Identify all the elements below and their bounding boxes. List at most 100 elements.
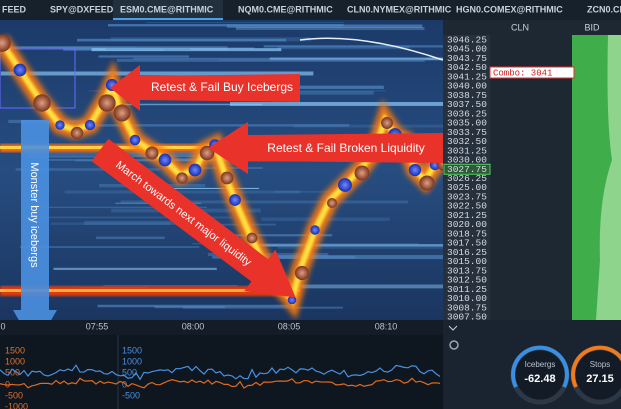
- iceberg: [145, 146, 159, 160]
- heat-streak: [235, 26, 425, 31]
- heat-streak: [53, 267, 217, 270]
- heat-streak: [146, 187, 260, 190]
- iceberg: [176, 172, 188, 184]
- time-label: 08:10: [375, 321, 398, 331]
- annotation: Retest & Fail Broken Liquidity: [267, 141, 424, 155]
- heat-streak: [84, 220, 196, 225]
- heat-streak: [20, 246, 200, 248]
- active-tab[interactable]: [113, 0, 223, 20]
- price-label: 3021.25: [447, 210, 487, 221]
- heat-streak: [117, 58, 425, 62]
- time-label: 0: [0, 321, 5, 331]
- column-header: BID: [584, 22, 600, 32]
- heat-streak: [182, 306, 343, 309]
- annotation: Monster buy icebergs: [28, 162, 40, 268]
- iceberg: [129, 134, 141, 146]
- heat-streak: [274, 255, 498, 260]
- tab-label[interactable]: SPY@DXFEED: [50, 4, 114, 14]
- price-label: 3010.00: [447, 293, 487, 304]
- iceberg: [229, 194, 241, 206]
- active-tab-indicator: [113, 18, 223, 20]
- iceberg: [381, 117, 393, 129]
- iceberg: [70, 126, 84, 140]
- iceberg: [338, 178, 352, 192]
- combo-box: [489, 66, 575, 79]
- price-label: 3030.00: [447, 155, 487, 166]
- iceberg: [158, 153, 172, 167]
- tab-label[interactable]: ESM0.CME@RITHMIC: [120, 4, 214, 14]
- tab-label[interactable]: NQM0.CME@RITHMIC: [238, 4, 333, 14]
- arrow: [91, 138, 296, 298]
- price-label: 3015.00: [447, 256, 487, 267]
- indicator-line: [0, 377, 441, 389]
- heat-streak: [50, 222, 171, 225]
- price-label: 3027.75: [447, 164, 487, 175]
- heat-streak: [0, 71, 314, 76]
- indicator-pane: [0, 335, 443, 409]
- heat-streak: [284, 284, 460, 289]
- tab-label[interactable]: HGN0.COMEX@RITHMIC: [456, 4, 563, 14]
- iceberg: [98, 94, 116, 112]
- iceberg: [294, 265, 310, 281]
- heat-streak: [120, 200, 409, 204]
- heat-streak: [95, 236, 165, 240]
- heat-streak: [103, 284, 238, 287]
- gauge-value: -62.48: [524, 373, 555, 385]
- gauge-label: Stops: [590, 360, 610, 369]
- heat-streak: [212, 255, 356, 259]
- heat-streak: [107, 24, 344, 27]
- axis-label: -500: [5, 390, 23, 400]
- iceberg: [0, 34, 11, 52]
- heat-streak: [91, 48, 282, 52]
- axis-label: -500: [122, 390, 140, 400]
- time-label: 08:05: [278, 321, 301, 331]
- time-label: 08:00: [182, 321, 205, 331]
- price-label: 3017.50: [447, 238, 487, 249]
- gauge-arc: [571, 345, 621, 388]
- iceberg: [55, 120, 65, 130]
- price-label: 3038.75: [447, 90, 487, 101]
- price-label: 3016.25: [447, 247, 487, 258]
- iceberg: [188, 163, 202, 177]
- ladder-header: [443, 20, 621, 35]
- arrow: [13, 120, 57, 348]
- collapse-icon[interactable]: [448, 325, 458, 331]
- heat-streak: [97, 304, 289, 308]
- tab-label[interactable]: FEED: [2, 4, 27, 14]
- axis-label: 500: [122, 367, 137, 377]
- settings-icon[interactable]: [449, 340, 459, 350]
- cln-column: [490, 35, 572, 320]
- price-label: 3032.50: [447, 136, 487, 147]
- iceberg: [13, 63, 27, 77]
- iceberg: [287, 295, 297, 305]
- heat-streak: [105, 48, 191, 50]
- heat-streak: [263, 45, 501, 48]
- price-label: 3026.25: [447, 173, 487, 184]
- axis-label: 1000: [5, 356, 25, 366]
- heat-streak: [22, 216, 233, 219]
- iceberg: [220, 171, 234, 185]
- axis-label: 0: [5, 379, 10, 389]
- gauge-value: 27.15: [586, 373, 614, 385]
- price-label: 3046.25: [447, 35, 487, 46]
- heat-streak: [64, 190, 301, 194]
- price-label: 3012.50: [447, 275, 487, 286]
- iceberg: [84, 119, 96, 131]
- axis-label: 1000: [122, 356, 142, 366]
- arrow: [208, 122, 445, 174]
- heat-streak: [277, 45, 410, 50]
- heat-streak: [146, 22, 344, 24]
- price-label: 3040.00: [447, 81, 487, 92]
- heat-streak: [69, 124, 350, 127]
- bid-depth: [596, 35, 621, 320]
- axis-label: -1000: [5, 401, 28, 409]
- tab-label[interactable]: CLN0.NYMEX@RITHMIC: [347, 4, 452, 14]
- arrow: [110, 65, 300, 111]
- heat-streak: [226, 24, 423, 28]
- price-label: 3023.75: [447, 191, 487, 202]
- tab-label[interactable]: ZCN0.CBO: [587, 4, 621, 14]
- iceberg: [33, 94, 51, 112]
- heat-streak: [15, 168, 160, 171]
- price-label: 3043.75: [447, 53, 487, 64]
